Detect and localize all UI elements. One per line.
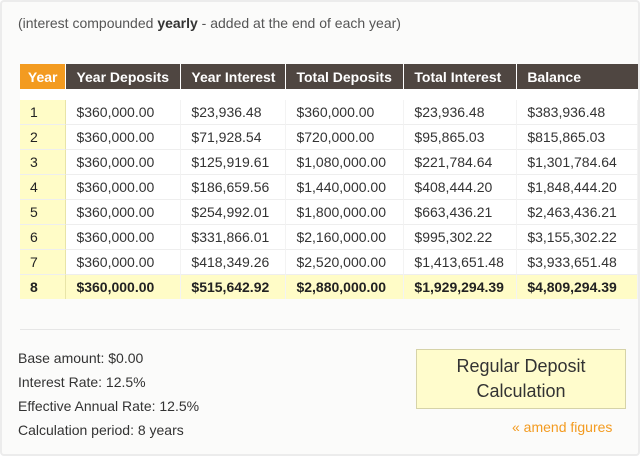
cell-year: 2 — [20, 125, 67, 150]
header-total-interest: Total Interest — [404, 64, 518, 89]
header-total-deposits: Total Deposits — [286, 64, 405, 89]
amend-figures-link[interactable]: « amend figures — [512, 419, 613, 435]
cell-year-deposits: $360,000.00 — [66, 150, 182, 175]
cell-balance: $2,463,436.21 — [517, 200, 638, 225]
cell-year: 4 — [20, 175, 67, 200]
cell-total-deposits: $2,880,000.00 — [286, 275, 405, 299]
cell-balance: $1,848,444.20 — [517, 175, 638, 200]
cell-total-deposits: $360,000.00 — [286, 100, 405, 125]
cell-total-interest: $221,784.64 — [404, 150, 518, 175]
cell-year-deposits: $360,000.00 — [66, 250, 182, 275]
cell-year-deposits: $360,000.00 — [66, 175, 182, 200]
cell-total-interest: $95,865.03 — [404, 125, 518, 150]
cell-total-deposits: $2,160,000.00 — [286, 225, 405, 250]
effective-rate-text: Effective Annual Rate: 12.5% — [18, 398, 200, 414]
cell-year-interest: $71,928.54 — [181, 125, 287, 150]
deposit-schedule-table: Year Year Deposits Year Interest Total D… — [20, 64, 638, 299]
base-amount-text: Base amount: $0.00 — [18, 350, 144, 366]
cell-year-interest: $125,919.61 — [181, 150, 287, 175]
cell-year: 7 — [20, 250, 67, 275]
cell-year-deposits: $360,000.00 — [66, 200, 182, 225]
table-row: 2 $360,000.00 $71,928.54 $720,000.00 $95,865… — [20, 125, 638, 150]
cell-total-deposits: $720,000.00 — [286, 125, 405, 150]
cell-total-deposits: $1,800,000.00 — [286, 200, 405, 225]
cell-balance: $1,301,784.64 — [517, 150, 638, 175]
calculation-period-text: Calculation period: 8 years — [18, 422, 184, 438]
cell-year-deposits: $360,000.00 — [66, 100, 182, 125]
cell-year-interest: $331,866.01 — [181, 225, 287, 250]
cell-year-interest: $515,642.92 — [181, 275, 287, 299]
cell-year: 8 — [20, 275, 67, 299]
interest-rate-text: Interest Rate: 12.5% — [18, 374, 146, 390]
compounding-note-prefix: (interest compounded — [18, 15, 158, 31]
header-spacer — [20, 89, 638, 100]
cell-total-interest: $23,936.48 — [404, 100, 518, 125]
table-row: 6 $360,000.00 $331,866.01 $2,160,000.00 $995… — [20, 225, 638, 250]
cell-total-interest: $1,929,294.39 — [404, 275, 518, 299]
cell-total-interest: $408,444.20 — [404, 175, 518, 200]
compounding-frequency: yearly — [157, 15, 198, 31]
table-row: 7 $360,000.00 $418,349.26 $2,520,000.00 $1,4… — [20, 250, 638, 275]
cell-year-interest: $186,659.56 — [181, 175, 287, 200]
header-year-interest: Year Interest — [181, 64, 287, 89]
cell-total-deposits: $1,440,000.00 — [286, 175, 405, 200]
cell-year: 6 — [20, 225, 67, 250]
cell-year-interest: $418,349.26 — [181, 250, 287, 275]
compounding-note-suffix: - added at the end of each year) — [197, 15, 401, 31]
table-row: 4 $360,000.00 $186,659.56 $1,440,000.00 $408… — [20, 175, 638, 200]
cell-year: 3 — [20, 150, 67, 175]
calculation-type-line1: Regular Deposit — [456, 356, 586, 376]
header-year-deposits: Year Deposits — [66, 64, 182, 89]
cell-total-deposits: $1,080,000.00 — [286, 150, 405, 175]
table-header-row: Year Year Deposits Year Interest Total D… — [20, 64, 638, 89]
cell-year-deposits: $360,000.00 — [66, 125, 182, 150]
cell-year-deposits: $360,000.00 — [66, 225, 182, 250]
header-year: Year — [20, 64, 67, 89]
cell-year: 1 — [20, 100, 67, 125]
cell-year-interest: $254,992.01 — [181, 200, 287, 225]
cell-year-deposits: $360,000.00 — [66, 275, 182, 299]
table-row: 3 $360,000.00 $125,919.61 $1,080,000.00 $221… — [20, 150, 638, 175]
cell-balance: $3,155,302.22 — [517, 225, 638, 250]
cell-balance: $3,933,651.48 — [517, 250, 638, 275]
table-row: 8 $360,000.00 $515,642.92 $2,880,000.00 $1,9… — [20, 275, 638, 299]
compounding-note: (interest compounded yearly - added at t… — [18, 15, 401, 31]
cell-balance: $383,936.48 — [517, 100, 638, 125]
cell-balance: $815,865.03 — [517, 125, 638, 150]
section-divider — [20, 329, 620, 330]
cell-total-interest: $663,436.21 — [404, 200, 518, 225]
cell-total-interest: $1,413,651.48 — [404, 250, 518, 275]
calculation-summary: Base amount: $0.00 Interest Rate: 12.5% … — [18, 346, 199, 442]
cell-year: 5 — [20, 200, 67, 225]
calculation-type-line2: Calculation — [476, 381, 566, 401]
cell-total-interest: $995,302.22 — [404, 225, 518, 250]
calculation-type-box: Regular Deposit Calculation — [416, 349, 626, 409]
cell-balance: $4,809,294.39 — [517, 275, 638, 299]
table-row: 5 $360,000.00 $254,992.01 $1,800,000.00 $663… — [20, 200, 638, 225]
cell-total-deposits: $2,520,000.00 — [286, 250, 405, 275]
table-row: 1 $360,000.00 $23,936.48 $360,000.00 $23,936… — [20, 100, 638, 125]
cell-year-interest: $23,936.48 — [181, 100, 287, 125]
header-balance: Balance — [517, 64, 638, 89]
